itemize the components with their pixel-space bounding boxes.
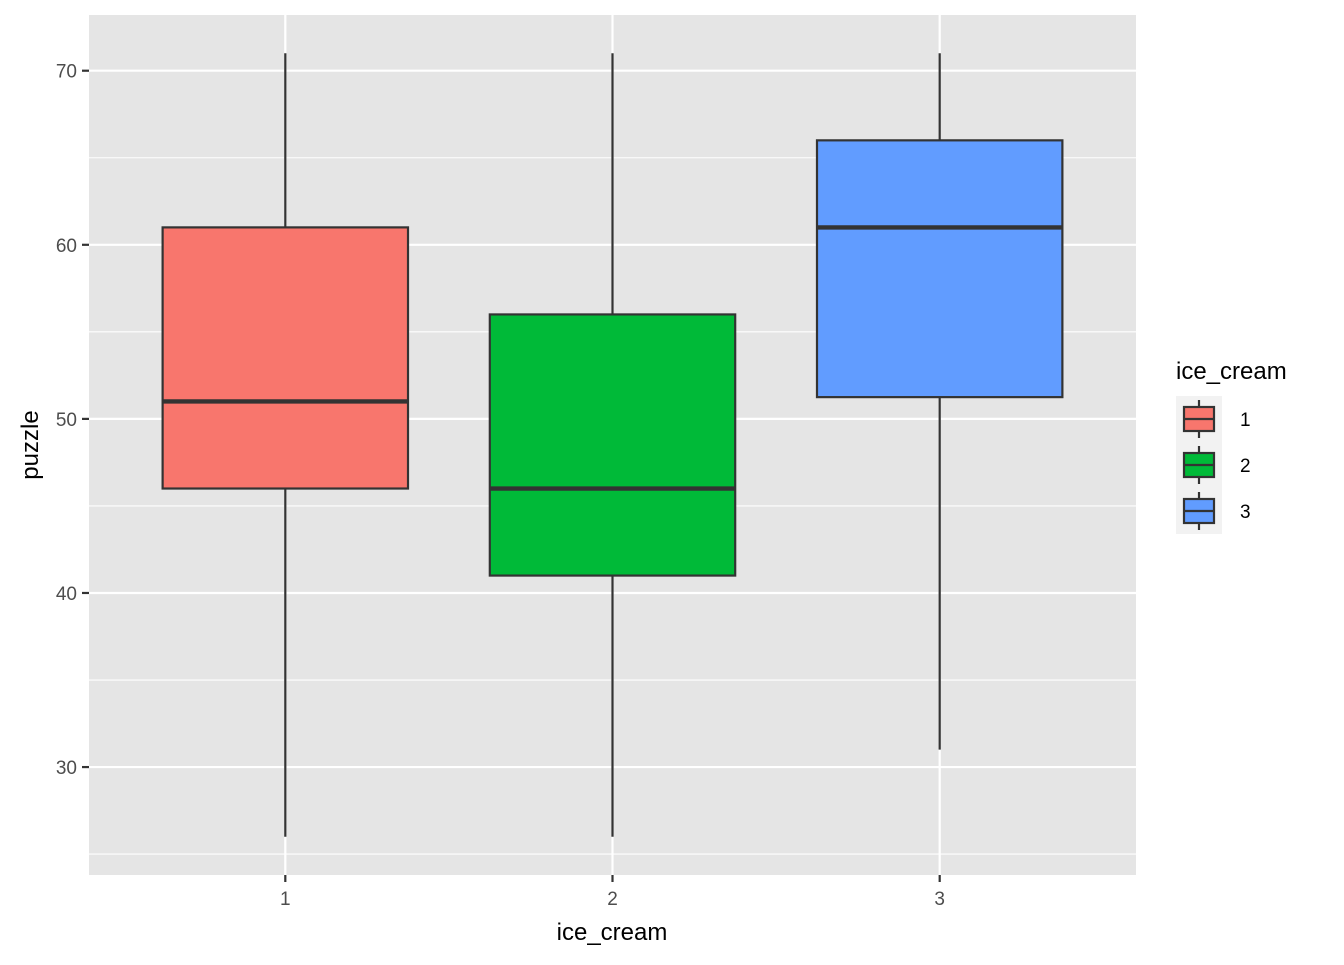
legend-label: 3 [1240, 502, 1251, 523]
legend-item-2: 2 [1176, 442, 1251, 488]
y-axis-title: puzzle [17, 410, 44, 479]
x-tick-label: 3 [934, 889, 945, 910]
box [161, 226, 410, 490]
y-tick-label: 40 [56, 584, 77, 605]
y-tick-label: 60 [56, 236, 77, 257]
y-axis: 30 40 50 60 70 [56, 62, 89, 779]
legend-label: 2 [1240, 456, 1251, 477]
box-group-1 [161, 53, 410, 837]
legend-item-1: 1 [1176, 396, 1251, 442]
box [488, 313, 737, 577]
legend: ice_cream 1 2 3 [1176, 358, 1287, 534]
x-tick-label: 2 [607, 889, 618, 910]
box-group-2 [488, 53, 737, 837]
legend-label: 1 [1240, 410, 1251, 431]
box [815, 139, 1064, 399]
x-axis-title: ice_cream [557, 919, 668, 946]
box-group-3 [815, 53, 1064, 750]
y-tick-label: 50 [56, 410, 77, 431]
legend-item-3: 3 [1176, 488, 1251, 534]
y-tick-label: 70 [56, 62, 77, 83]
x-tick-label: 1 [280, 889, 291, 910]
legend-title: ice_cream [1176, 358, 1287, 385]
x-axis: 1 2 3 [280, 875, 945, 910]
y-tick-label: 30 [56, 758, 77, 779]
boxes [161, 53, 1064, 837]
